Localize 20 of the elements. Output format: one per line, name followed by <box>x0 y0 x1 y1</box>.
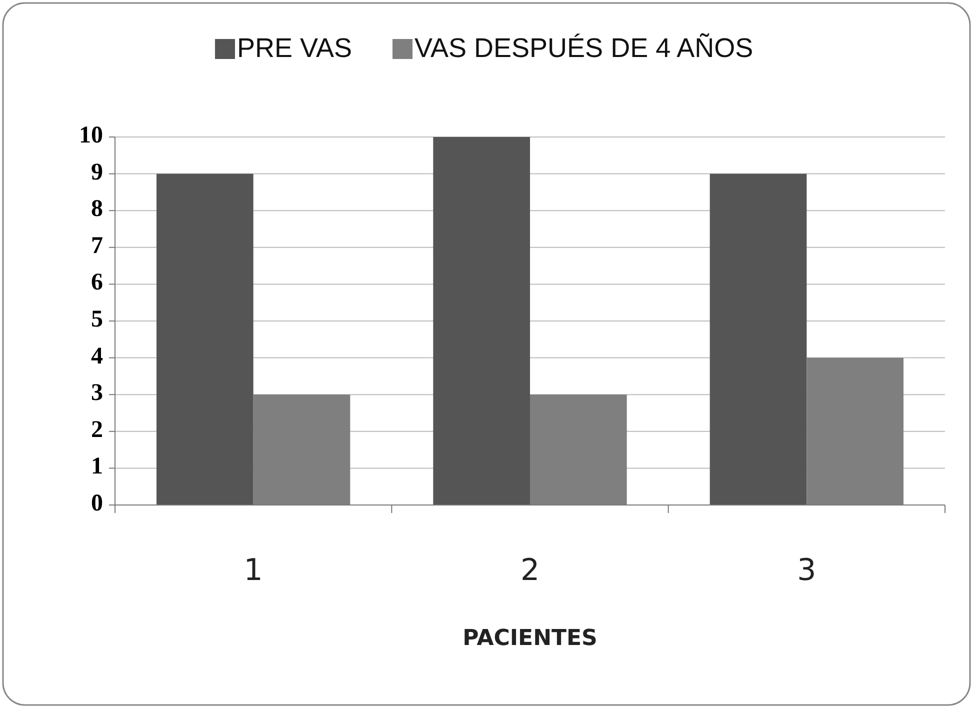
x-tick-label: 1 <box>244 553 263 588</box>
y-tick-label: 8 <box>91 196 103 222</box>
bar <box>433 137 530 505</box>
y-tick-label: 3 <box>91 380 103 406</box>
x-tick-label: 3 <box>797 553 816 588</box>
y-tick-label: 0 <box>91 490 103 517</box>
y-tick-label: 5 <box>91 306 103 333</box>
bar <box>156 174 254 505</box>
y-tick-label: 1 <box>91 454 103 480</box>
y-tick-label: 4 <box>91 343 103 370</box>
y-tick-label: 9 <box>91 159 103 186</box>
x-tick-label: 2 <box>520 553 540 588</box>
y-tick-label: 6 <box>91 270 103 296</box>
legend-label: VAS DESPUÉS DE 4 AÑOS <box>414 33 754 64</box>
x-axis-title: PACIENTES <box>462 626 598 651</box>
bar <box>710 174 807 505</box>
y-tick-label: 10 <box>79 122 103 149</box>
legend-label: PRE VAS <box>237 33 352 64</box>
y-tick-label: 7 <box>91 232 103 259</box>
y-tick-label: 2 <box>91 416 103 443</box>
